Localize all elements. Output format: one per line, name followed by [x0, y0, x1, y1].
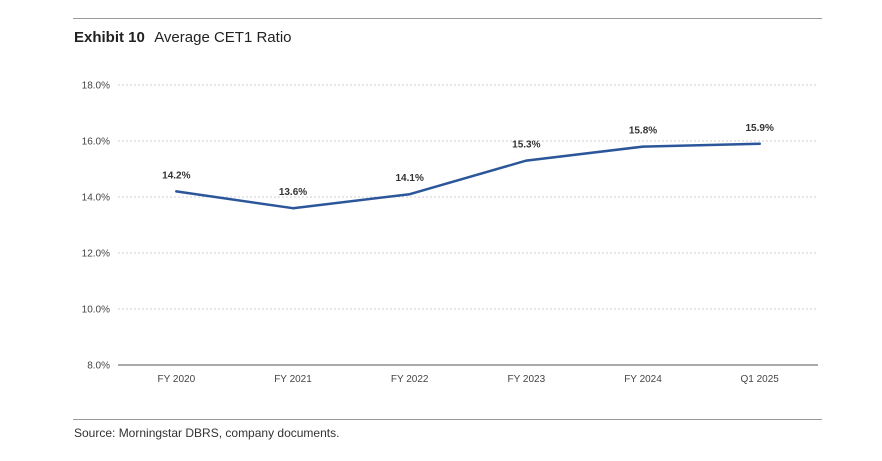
- source-note: Source: Morningstar DBRS, company docume…: [74, 426, 340, 440]
- series-line: [175, 142, 761, 210]
- data-point: [525, 159, 528, 162]
- data-label: 14.2%: [162, 170, 190, 181]
- y-tick-label: 18.0%: [82, 81, 110, 92]
- x-tick-label: Q1 2025: [740, 374, 779, 385]
- data-label: 15.3%: [512, 140, 540, 151]
- y-tick-label: 14.0%: [82, 193, 110, 204]
- x-tick-label: FY 2020: [158, 374, 196, 385]
- data-point: [291, 207, 295, 210]
- data-point: [641, 145, 645, 148]
- bottom-rule: [73, 419, 822, 420]
- exhibit-header: Exhibit 10 Average CET1 Ratio: [74, 29, 292, 46]
- data-label: 14.1%: [395, 173, 423, 184]
- data-point: [408, 193, 411, 196]
- x-tick-label: FY 2024: [624, 374, 662, 385]
- chart-title: Average CET1 Ratio: [154, 29, 292, 46]
- top-rule: [73, 18, 822, 19]
- x-tick-label: FY 2022: [391, 374, 429, 385]
- y-tick-label: 10.0%: [82, 305, 110, 316]
- data-label: 15.9%: [745, 123, 773, 134]
- axes: 8.0% 10.0% 12.0% 14.0% 16.0% 18.0% FY 2020 FY 2…: [82, 81, 818, 385]
- data-labels: 14.2% 13.6% 14.1% 15.3% 15.8% 15.9%: [162, 123, 774, 198]
- data-point: [175, 190, 178, 193]
- data-point: [758, 142, 761, 145]
- gridlines: [118, 84, 818, 310]
- y-tick-label: 12.0%: [82, 249, 110, 260]
- data-label: 13.6%: [279, 187, 307, 198]
- x-tick-label: FY 2023: [508, 374, 546, 385]
- y-tick-label: 8.0%: [87, 361, 110, 372]
- x-tick-label: FY 2021: [274, 374, 312, 385]
- exhibit-number: Exhibit 10: [74, 29, 145, 46]
- y-tick-label: 16.0%: [82, 137, 110, 148]
- data-label: 15.8%: [629, 126, 657, 137]
- series: [175, 142, 761, 210]
